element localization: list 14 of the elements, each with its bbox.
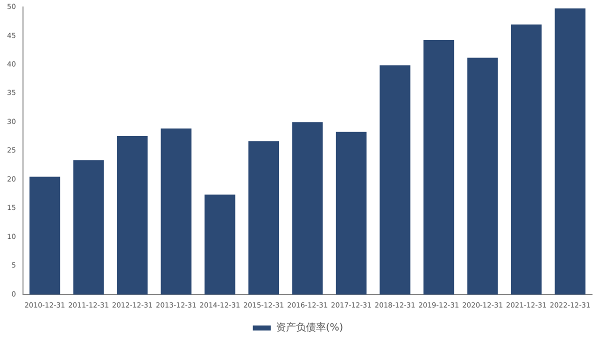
- bar: [423, 40, 454, 295]
- bar: [380, 65, 410, 295]
- bar: [554, 8, 586, 295]
- bar: [248, 141, 279, 295]
- bar: [467, 58, 498, 295]
- bar: [29, 176, 60, 295]
- bar: [117, 136, 148, 295]
- bar: [73, 160, 104, 295]
- bar: [204, 194, 236, 295]
- bar: [292, 122, 323, 295]
- bar: [336, 132, 367, 295]
- legend-label: 资产负债率(%): [276, 322, 344, 334]
- bar: [511, 24, 542, 295]
- bar: [160, 128, 192, 295]
